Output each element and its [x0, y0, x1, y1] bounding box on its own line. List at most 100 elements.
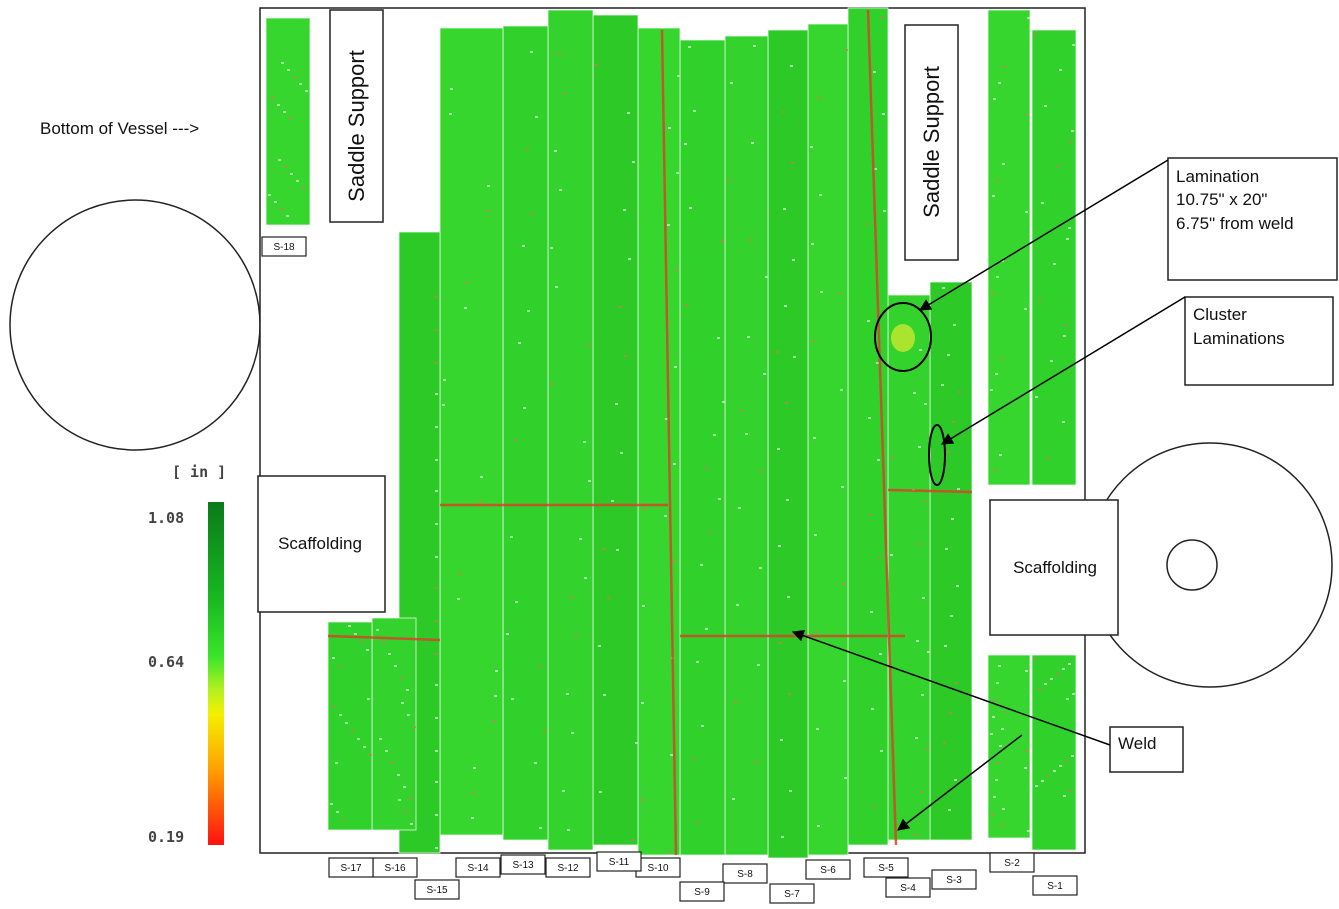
scan-speckle	[1056, 673, 1059, 675]
scan-speckle	[1034, 33, 1037, 35]
scan-speckle	[302, 187, 305, 189]
strip-label: S-15	[426, 885, 448, 896]
scan-speckle	[734, 701, 737, 703]
scan-speckle	[1062, 421, 1065, 423]
scan-speckle	[668, 127, 671, 129]
legend-unit: [ in ]	[172, 463, 226, 481]
scan-speckle	[450, 88, 453, 90]
scan-speckle	[1035, 785, 1038, 787]
scan-speckle	[991, 292, 994, 294]
strip-label: S-13	[512, 860, 534, 871]
scan-speckle	[551, 383, 554, 385]
scan-speckle	[342, 819, 345, 821]
scan-speckle	[435, 393, 438, 395]
scan-strip	[807, 23, 849, 856]
scan-speckle	[286, 215, 289, 217]
scan-speckle	[665, 418, 668, 420]
scan-speckle	[620, 452, 623, 454]
scan-speckle	[881, 16, 884, 18]
strip-label: S-18	[273, 242, 295, 253]
scan-speckle	[779, 642, 782, 644]
scan-speckle	[388, 653, 391, 655]
scan-speckle	[943, 742, 946, 744]
scan-strip	[767, 29, 809, 859]
scan-speckle	[996, 682, 999, 684]
scan-speckle	[619, 306, 622, 308]
scan-speckle	[493, 720, 496, 722]
strip-label-box	[989, 852, 1035, 873]
scan-speckle	[602, 548, 605, 550]
scan-speckle	[339, 714, 342, 716]
scan-speckle	[684, 143, 687, 145]
weld-line	[866, 9, 898, 846]
scan-speckle	[640, 799, 643, 801]
scan-speckle	[290, 173, 293, 175]
strip-label: S-12	[557, 863, 579, 874]
scan-speckle	[993, 796, 996, 798]
arrow	[897, 734, 1023, 831]
scan-speckle	[293, 76, 296, 78]
scan-speckle	[877, 459, 880, 461]
scan-speckle	[704, 467, 707, 469]
scan-speckle	[579, 538, 582, 540]
scan-speckle	[667, 224, 670, 226]
weld-label: Weld	[1118, 734, 1156, 753]
scan-speckle	[631, 839, 634, 841]
scan-speckle	[913, 392, 916, 394]
scan-speckle	[669, 851, 672, 853]
scan-speckle	[1071, 755, 1074, 757]
scan-speckle	[535, 116, 538, 118]
scan-speckle	[510, 536, 513, 538]
scan-speckle	[1068, 663, 1071, 665]
scan-speckle	[435, 620, 438, 622]
scan-speckle	[526, 148, 529, 150]
weld-line	[660, 29, 678, 856]
scan-speckle	[1001, 728, 1004, 730]
scan-speckle	[407, 714, 410, 716]
scan-speckle	[840, 389, 843, 391]
arrows	[791, 159, 1186, 831]
scan-speckle	[778, 545, 781, 547]
scan-speckle	[949, 712, 952, 714]
strip-label: S-11	[609, 857, 630, 868]
scan-speckle	[515, 601, 518, 603]
scan-speckle	[946, 451, 949, 453]
scan-speckle	[876, 362, 879, 364]
scan-speckle	[522, 245, 525, 247]
scan-speckle	[722, 401, 725, 403]
scan-speckle	[785, 402, 788, 404]
scan-speckle	[993, 98, 996, 100]
scan-speckle	[1003, 711, 1006, 713]
scan-speckle	[627, 112, 630, 114]
scan-strip	[265, 17, 311, 226]
scan-speckle	[701, 725, 704, 727]
scan-strip	[724, 35, 769, 856]
scan-speckle	[783, 208, 786, 210]
scan-speckle	[998, 82, 1001, 84]
scan-speckle	[921, 694, 924, 696]
scan-speckle	[998, 665, 1001, 667]
welds	[327, 9, 973, 856]
scan-speckle	[839, 292, 842, 294]
scan-speckle	[697, 822, 700, 824]
scan-speckle	[616, 549, 619, 551]
saddle-box	[329, 9, 384, 223]
scan-speckle	[348, 625, 351, 627]
scan-speckle	[883, 210, 886, 212]
scan-speckle	[624, 355, 627, 357]
scan-speckle	[1053, 770, 1056, 772]
scan-speckle	[919, 349, 922, 351]
scan-speckle	[951, 518, 954, 520]
scan-speckle	[1027, 830, 1030, 832]
scan-speckle	[357, 738, 360, 740]
scan-speckle	[914, 834, 917, 836]
scan-speckle	[543, 730, 546, 732]
scan-speckle	[457, 598, 460, 600]
scan-speckle	[705, 628, 708, 630]
scan-speckle	[305, 90, 308, 92]
scan-speckle	[471, 817, 474, 819]
scan-speckle	[941, 384, 944, 386]
scan-speckle	[330, 803, 333, 805]
scan-speckle	[956, 585, 959, 587]
scan-speckle	[924, 403, 927, 405]
